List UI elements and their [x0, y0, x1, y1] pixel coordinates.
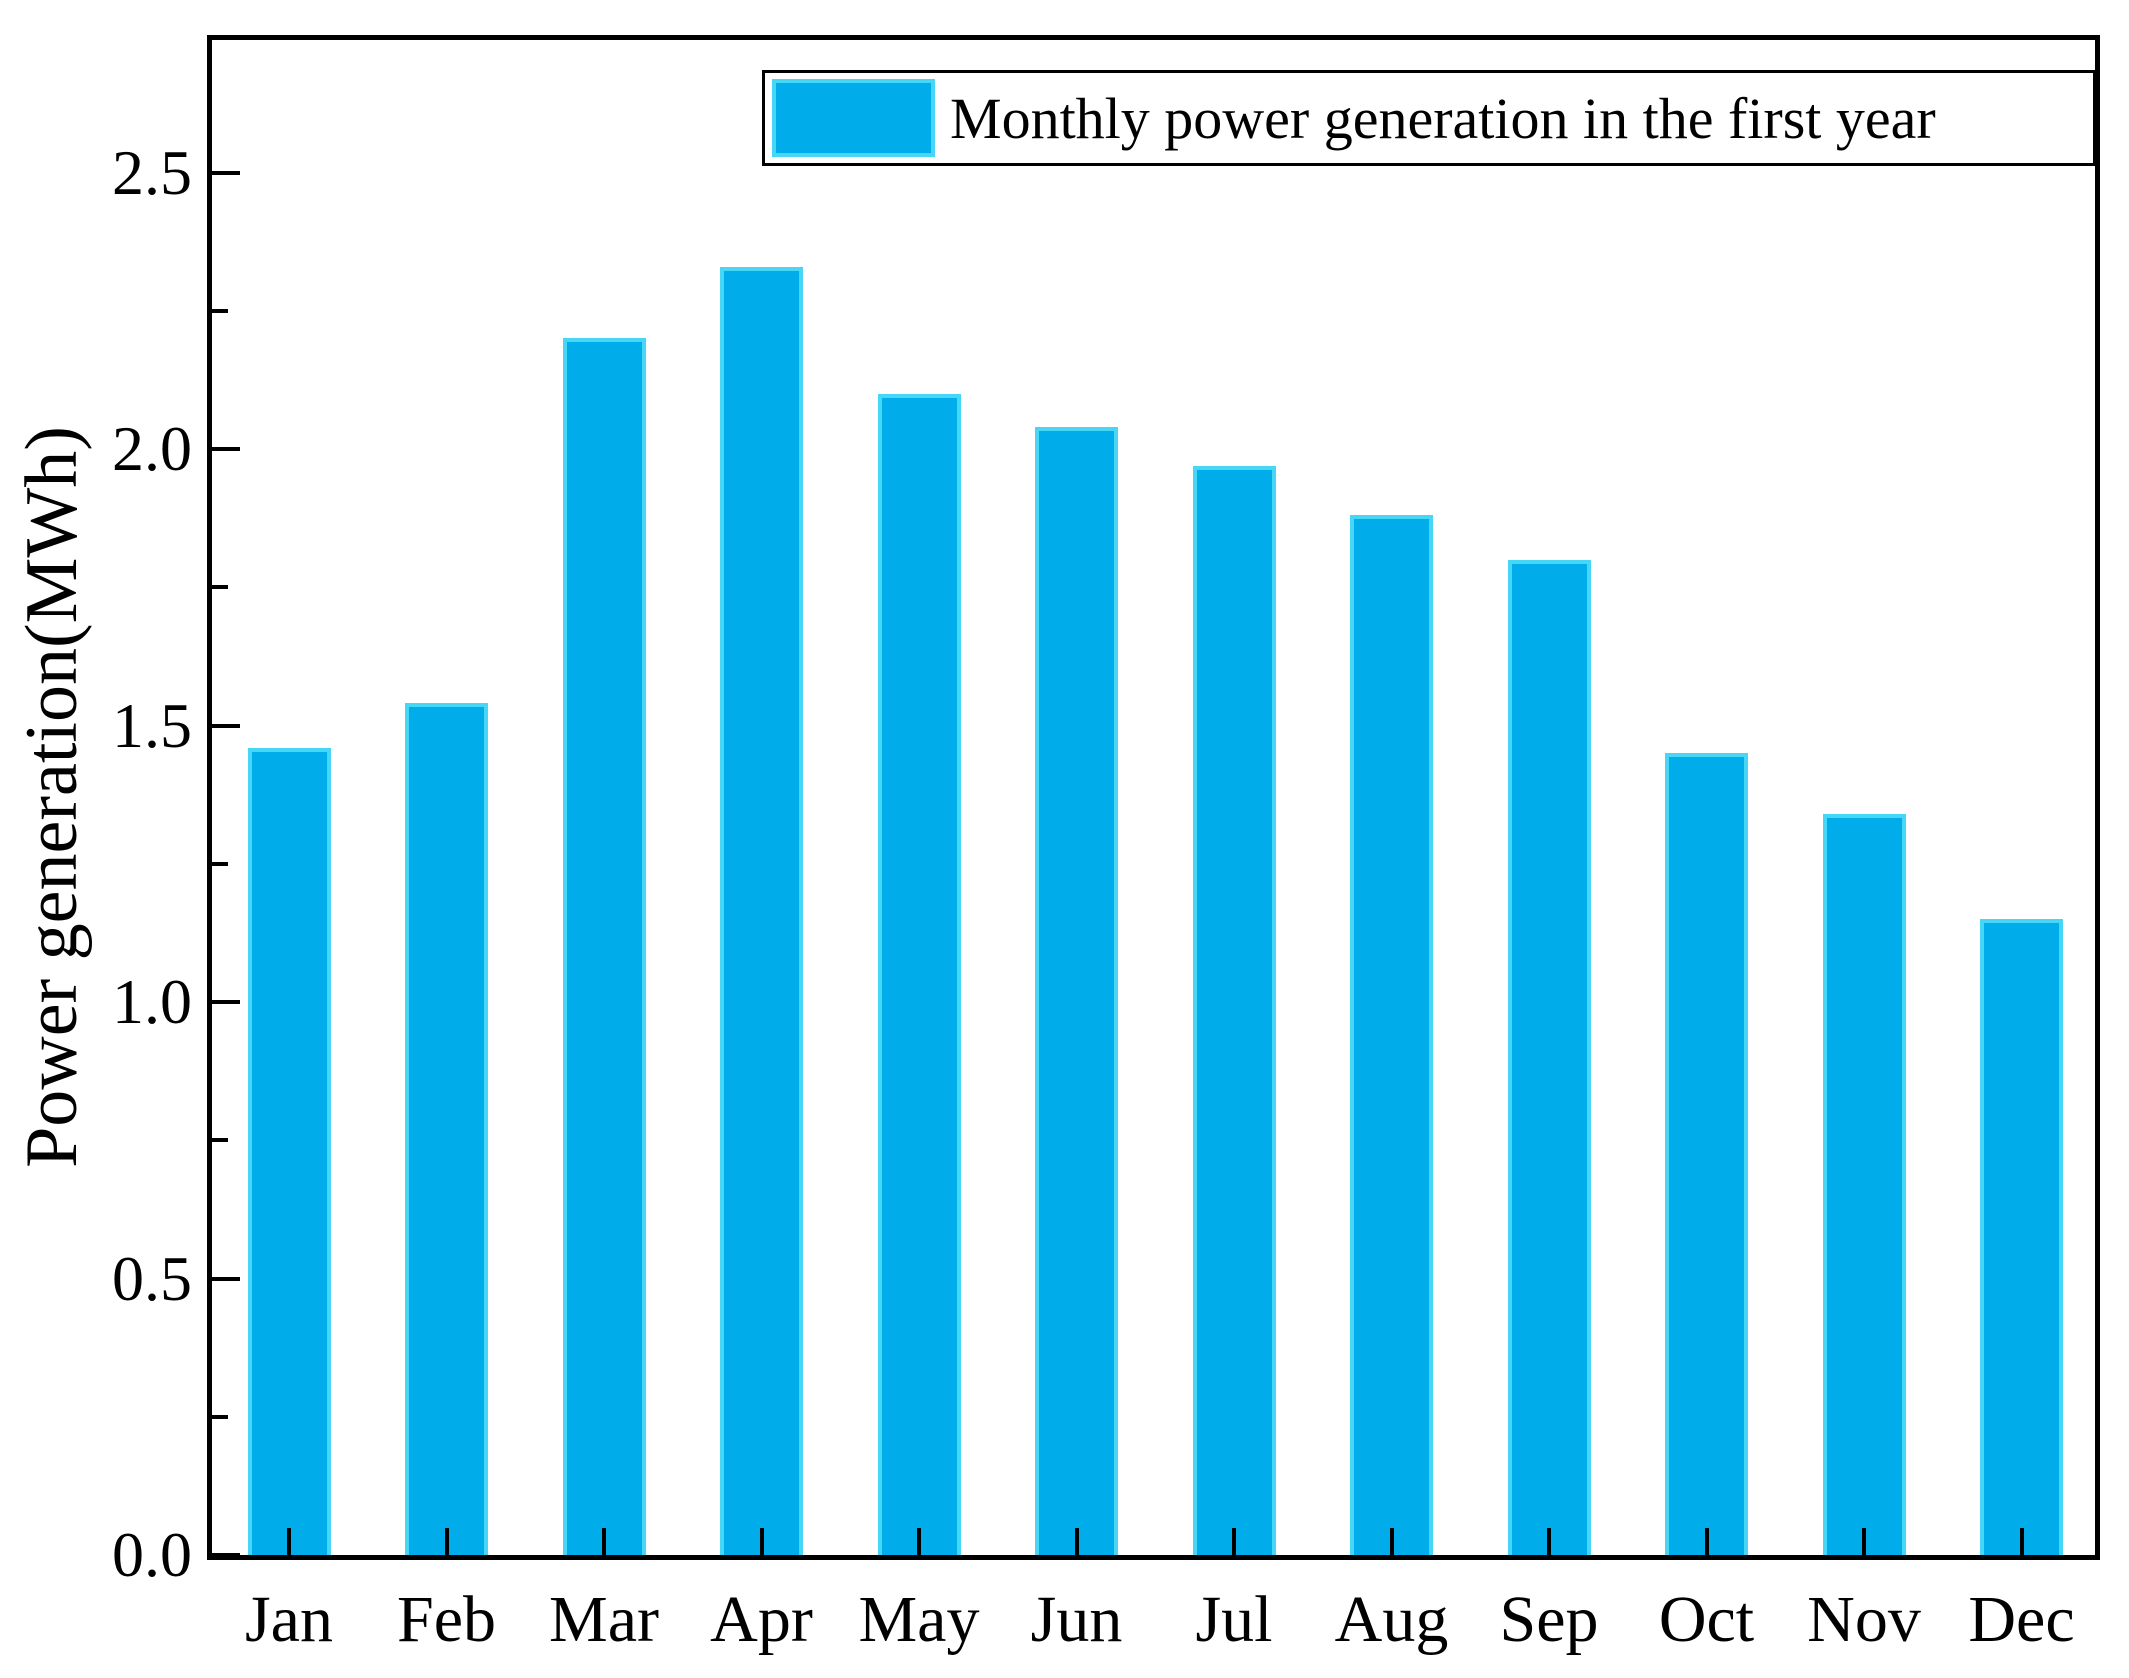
y-tick-label-2.0: 2.0 — [112, 413, 192, 484]
x-tick-label-feb: Feb — [397, 1583, 496, 1656]
y-tick-minor-1.25 — [212, 861, 228, 866]
y-tick-major-1.5 — [212, 723, 240, 728]
x-tick-label-jun: Jun — [1030, 1583, 1123, 1656]
y-tick-minor-0.25 — [212, 1414, 228, 1419]
y-tick-minor-0.75 — [212, 1138, 228, 1143]
bar-nov — [1822, 814, 1906, 1555]
y-tick-major-0.5 — [212, 1276, 240, 1281]
x-tick-sep — [1547, 1528, 1551, 1555]
x-tick-label-apr: Apr — [710, 1583, 813, 1656]
x-tick-dec — [2019, 1528, 2024, 1555]
x-tick-label-mar: Mar — [549, 1583, 659, 1656]
y-tick-label-1.5: 1.5 — [112, 689, 192, 761]
x-tick-label-oct: Oct — [1658, 1583, 1755, 1656]
y-tick-major-0.0 — [212, 1553, 240, 1557]
bar-jul — [1192, 466, 1276, 1555]
x-tick-may — [917, 1528, 921, 1555]
bar-sep — [1507, 560, 1591, 1555]
x-tick-feb — [444, 1528, 449, 1555]
x-tick-label-jan: Jan — [245, 1583, 333, 1656]
y-tick-minor-1.75 — [212, 585, 228, 590]
y-tick-label-1.0: 1.0 — [112, 966, 192, 1037]
x-tick-label-aug: Aug — [1334, 1583, 1449, 1656]
x-tick-label-jul: Jul — [1195, 1583, 1273, 1656]
x-tick-jul — [1232, 1528, 1236, 1555]
x-tick-mar — [602, 1528, 606, 1555]
plot-area — [207, 35, 2100, 1560]
y-tick-major-1.0 — [212, 1000, 240, 1004]
bar-jan — [247, 748, 331, 1555]
legend-swatch — [772, 79, 935, 157]
x-tick-jun — [1074, 1528, 1079, 1555]
y-tick-label-2.5: 2.5 — [112, 136, 192, 208]
legend-box: Monthly power generation in the first ye… — [762, 70, 2096, 166]
bar-dec — [1980, 919, 2063, 1555]
y-tick-major-2.5 — [212, 170, 240, 175]
bar-apr — [720, 267, 803, 1555]
x-tick-label-may: May — [858, 1583, 980, 1656]
y-tick-label-0.0: 0.0 — [112, 1519, 192, 1590]
bar-jun — [1035, 427, 1118, 1555]
legend-label: Monthly power generation in the first ye… — [950, 85, 1936, 151]
y-tick-minor-2.25 — [212, 308, 228, 313]
x-tick-oct — [1704, 1528, 1709, 1555]
x-tick-jan — [287, 1528, 291, 1555]
y-tick-major-2.0 — [212, 447, 240, 451]
x-tick-label-sep: Sep — [1499, 1583, 1599, 1656]
bar-may — [877, 394, 961, 1555]
x-tick-nov — [1862, 1528, 1866, 1555]
x-tick-apr — [759, 1528, 764, 1555]
y-axis-title: Power generation(MWh) — [11, 426, 93, 1168]
bar-feb — [405, 703, 488, 1555]
bar-oct — [1665, 753, 1748, 1555]
bar-aug — [1350, 515, 1433, 1555]
x-tick-label-nov: Nov — [1807, 1583, 1921, 1656]
bar-mar — [562, 338, 646, 1555]
y-tick-label-0.5: 0.5 — [112, 1242, 192, 1314]
x-tick-label-dec: Dec — [1968, 1583, 2075, 1656]
x-tick-aug — [1389, 1528, 1394, 1555]
